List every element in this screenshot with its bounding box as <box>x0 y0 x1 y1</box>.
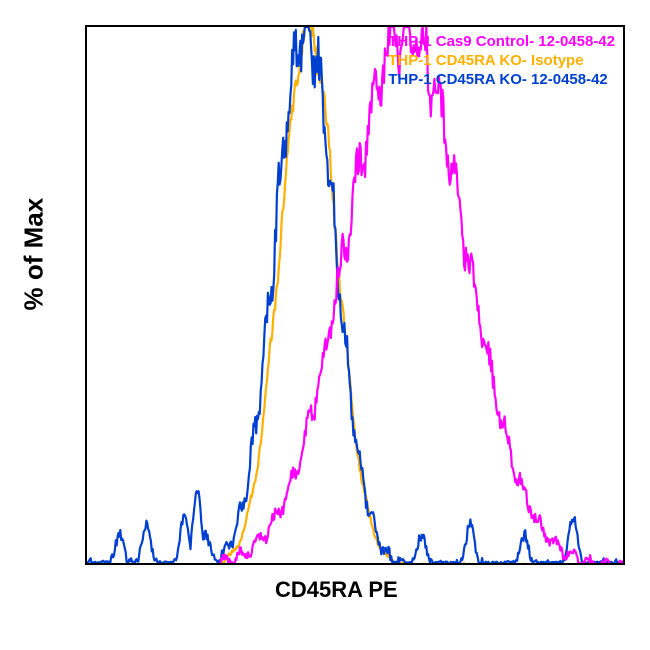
series-line <box>87 27 625 565</box>
series-line <box>87 27 625 565</box>
chart-root: % of Max CD45RA PE THP-1 Cas9 Control- 1… <box>0 0 650 650</box>
legend-item: THP-1 Cas9 Control- 12-0458-42 <box>388 33 615 52</box>
series-line <box>87 27 625 565</box>
y-axis-label: % of Max <box>19 283 50 311</box>
legend: THP-1 Cas9 Control- 12-0458-42THP-1 CD45… <box>388 33 615 89</box>
legend-item: THP-1 CD45RA KO- Isotype <box>388 52 615 71</box>
flow-histogram-plot <box>85 25 625 565</box>
legend-item: THP-1 CD45RA KO- 12-0458-42 <box>388 71 615 90</box>
x-axis-label: CD45RA PE <box>275 577 398 603</box>
